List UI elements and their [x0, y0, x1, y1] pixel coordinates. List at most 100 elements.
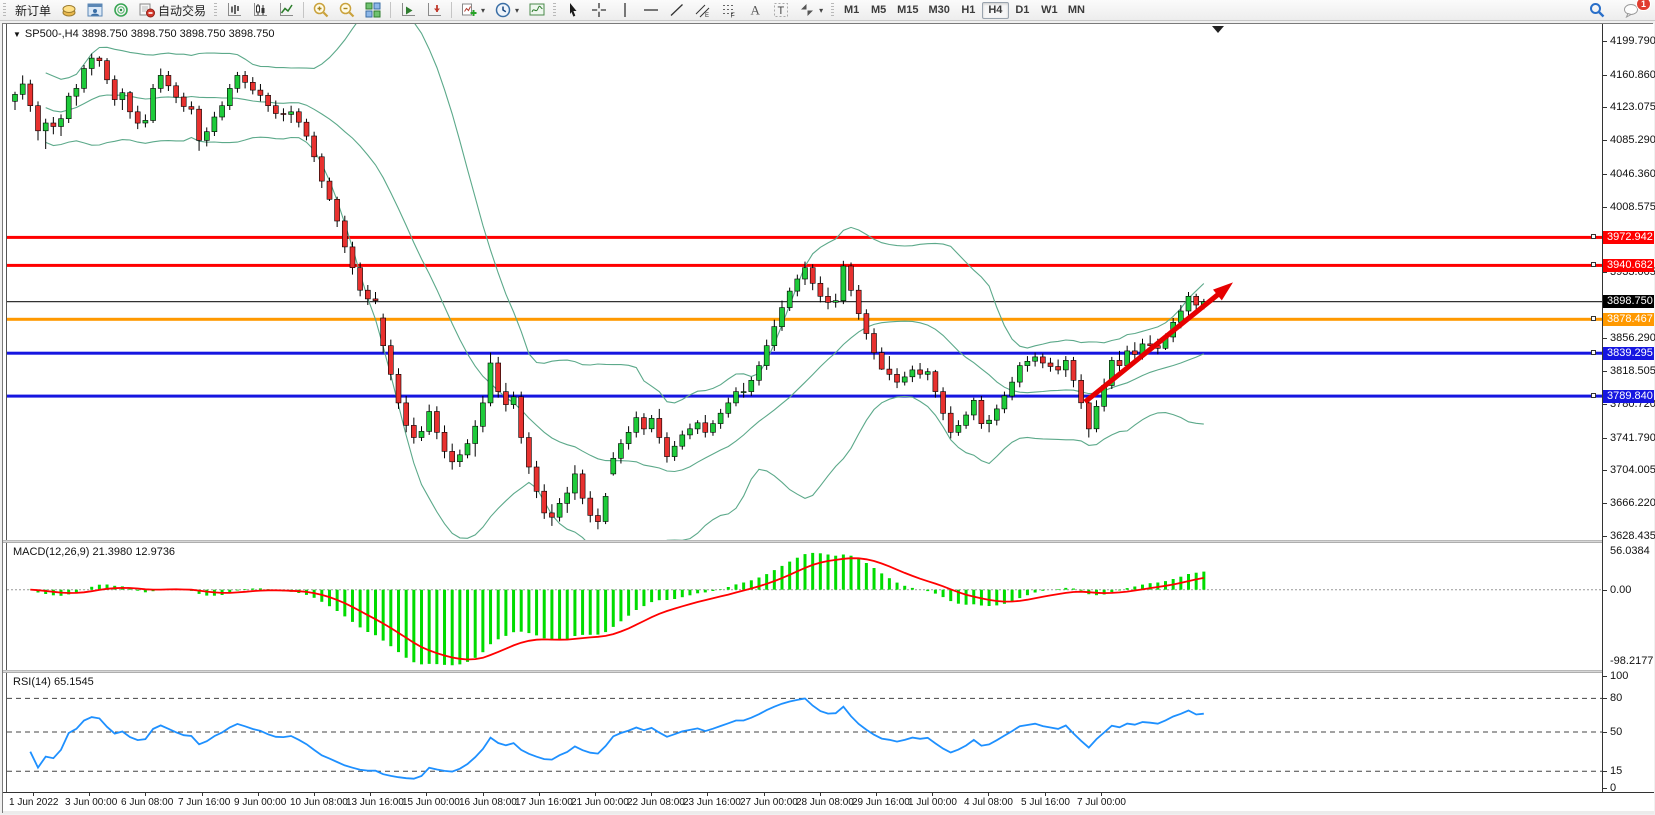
chart-shift-icon [428, 3, 442, 16]
bollinger-band-line [45, 136, 1204, 540]
search-button[interactable] [1584, 1, 1610, 20]
bottom-strip [3, 811, 1654, 814]
chevron-down-icon[interactable]: ▼ [13, 30, 21, 39]
zoom-in-button[interactable] [308, 1, 334, 20]
new-order-label: 新订单 [15, 3, 52, 18]
toolbar-grip[interactable] [830, 2, 836, 18]
timeframe-button-m5[interactable]: M5 [870, 3, 887, 16]
time-axis-label: 4 Jul 08:00 [964, 797, 1013, 808]
template-icon [529, 3, 545, 16]
time-axis-label: 16 Jun 08:00 [459, 797, 517, 808]
rsi-canvas[interactable] [7, 673, 1602, 792]
autotrading-label: 自动交易 [158, 3, 207, 18]
timeframe-button-w1[interactable]: W1 [1041, 3, 1058, 16]
dropdown-caret-icon[interactable]: ▾ [515, 5, 520, 15]
toolbar-grip[interactable] [213, 2, 219, 18]
text-button[interactable]: A [742, 1, 768, 20]
candlestick-icon [254, 3, 268, 16]
autotrading-button[interactable]: 自动交易 [134, 1, 211, 20]
new-order-button[interactable]: 新订单 [10, 1, 56, 20]
line-anchor-handle[interactable] [1591, 350, 1596, 355]
timeframe-button-d1[interactable]: D1 [1015, 3, 1030, 16]
trend-arrow-head [1213, 282, 1233, 301]
notification-badge: 1 [1635, 0, 1651, 11]
horizontal-line-button[interactable] [638, 1, 664, 20]
pane-splitter[interactable] [3, 540, 1654, 543]
periods-clock-button[interactable]: ▾ [490, 1, 524, 20]
auto-scroll-button[interactable] [395, 1, 421, 20]
level-price-label: 3839.295 [1603, 347, 1654, 360]
trendline-button[interactable] [664, 1, 690, 20]
vertical-line-icon [624, 3, 626, 17]
bollinger-band-line [45, 24, 1205, 404]
toolbar-separator [451, 2, 453, 18]
time-axis-label: 10 Jun 08:00 [290, 797, 348, 808]
price-tick-label: 3704.005 [1610, 464, 1655, 476]
cursor-icon [570, 3, 577, 17]
dropdown-caret-icon[interactable]: ▾ [481, 5, 486, 15]
crosshair-icon [592, 3, 607, 17]
time-axis[interactable]: 1 Jun 2022 3 Jun 00:00 6 Jun 08:00 7 Jun 16… [3, 792, 1654, 811]
price-level-line [7, 235, 1602, 239]
label-button[interactable]: T [768, 1, 794, 20]
dropdown-caret-icon[interactable]: ▾ [819, 5, 824, 15]
pane-splitter[interactable] [3, 670, 1654, 673]
toolbar-separator [303, 2, 305, 18]
line-anchor-handle[interactable] [1591, 316, 1596, 321]
channel-icon: E [695, 4, 710, 18]
arrows-button[interactable]: ▾ [794, 1, 828, 20]
timeframe-button-m15[interactable]: M15 [897, 3, 919, 16]
chart-shift-button[interactable] [421, 1, 447, 20]
user-window-button[interactable] [82, 1, 108, 20]
zoom-out-button[interactable] [334, 1, 360, 20]
bar-chart-button[interactable] [221, 1, 247, 20]
periods-clock-icon [495, 2, 511, 18]
price-tick-label: 3856.290 [1610, 332, 1655, 344]
line-anchor-handle[interactable] [1591, 393, 1596, 398]
channel-button[interactable]: E [690, 1, 716, 20]
level-price-label: 3972.942 [1603, 231, 1654, 244]
bar-chart-icon [228, 3, 242, 16]
rsi-pane[interactable]: RSI(14) 65.1545 [7, 673, 1602, 792]
time-axis-label: 21 Jun 00:00 [571, 797, 629, 808]
macd-pane[interactable]: MACD(12,26,9) 21.3980 12.9736 [7, 543, 1602, 670]
timeframe-button-h4[interactable]: H4 [981, 1, 1009, 19]
price-axis[interactable]: 4199.790 4160.860 4123.075 4085.290 4046.360… [1603, 24, 1655, 794]
timeframe-button-mn[interactable]: MN [1067, 3, 1085, 16]
level-price-label: 3789.840 [1603, 390, 1654, 403]
zoom-out-icon [339, 2, 355, 18]
time-axis-label: 9 Jun 00:00 [234, 797, 287, 808]
time-axis-label: 23 Jun 16:00 [683, 797, 741, 808]
broadcast-button[interactable] [108, 1, 134, 20]
rsi-axis-label: 15 [1610, 765, 1623, 777]
main-chart-canvas[interactable] [7, 24, 1602, 540]
toolbar-grip[interactable] [2, 2, 7, 18]
macd-canvas[interactable] [7, 543, 1602, 670]
tile-windows-button[interactable] [360, 1, 386, 20]
timeframe-button-m30[interactable]: M30 [928, 3, 950, 16]
vertical-line-button[interactable] [612, 1, 638, 20]
notifications-button[interactable]: 1 [1618, 0, 1651, 20]
line-anchor-handle[interactable] [1591, 234, 1596, 239]
main-price-pane[interactable]: ▼ SP500-,H4 3898.750 3898.750 3898.750 38… [7, 24, 1602, 540]
cursor-button[interactable] [560, 1, 586, 20]
bollinger-band-line [45, 94, 1205, 473]
price-tick-label: 4046.360 [1610, 168, 1655, 180]
timeframe-button-m1[interactable]: M1 [843, 3, 860, 16]
fibonacci-button[interactable]: F [716, 1, 742, 20]
svg-text:E: E [705, 13, 709, 18]
line-anchor-handle[interactable] [1591, 262, 1596, 267]
price-tick-label: 4199.790 [1610, 35, 1655, 47]
gold-seal-button[interactable] [56, 1, 82, 20]
line-chart-button[interactable] [273, 1, 299, 20]
time-axis-label: 13 Jun 16:00 [346, 797, 404, 808]
timeframe-button-h1[interactable]: H1 [961, 3, 976, 16]
candlestick-button[interactable] [247, 1, 273, 20]
indicators-button[interactable]: ▾ [456, 1, 490, 20]
toolbar-grip[interactable] [552, 2, 558, 18]
price-level-line [7, 351, 1602, 355]
template-button[interactable] [524, 1, 550, 20]
crosshair-button[interactable] [586, 1, 612, 20]
shift-marker-icon [1212, 26, 1224, 33]
auto-scroll-icon [402, 3, 416, 16]
